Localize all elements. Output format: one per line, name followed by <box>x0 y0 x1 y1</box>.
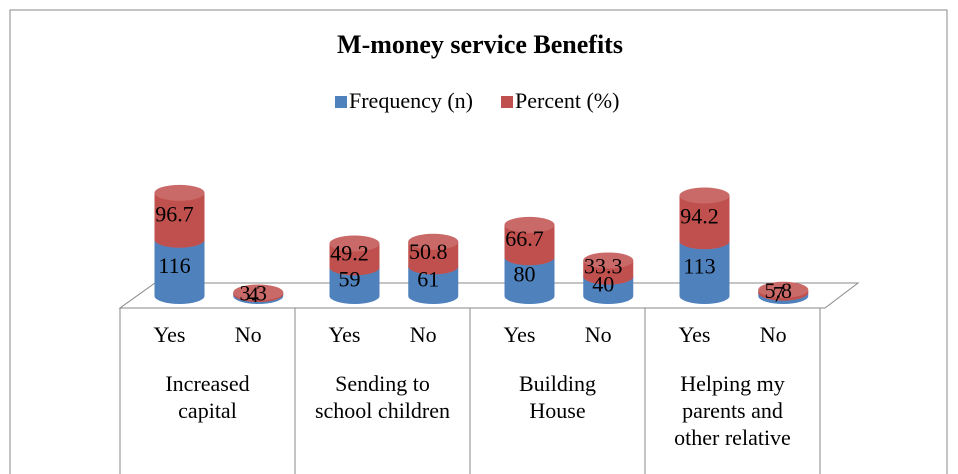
bar-top <box>583 252 634 269</box>
x-tick-label: No <box>410 322 437 347</box>
bar <box>679 195 730 250</box>
x-tick-label: No <box>760 322 787 347</box>
chart-border <box>9 9 948 474</box>
group-label: Helping my parents and other relative <box>674 371 791 450</box>
x-tick-label: Yes <box>503 322 535 347</box>
legend-label: Frequency (n) <box>349 88 473 113</box>
bar <box>679 241 730 304</box>
bar <box>504 257 555 304</box>
value-label: 80 <box>514 262 536 287</box>
bar-top <box>758 281 809 298</box>
bar <box>504 224 555 266</box>
group-label: Sending to school children <box>314 371 451 423</box>
legend-label: Percent (%) <box>515 88 619 113</box>
bar-top <box>329 235 380 252</box>
bar-top <box>233 284 284 301</box>
bar-top <box>504 216 555 233</box>
x-tick-label: Yes <box>678 322 710 347</box>
bar <box>154 239 205 304</box>
value-label: 66.7 <box>505 226 544 251</box>
bar <box>408 266 459 304</box>
value-label: 61 <box>417 266 439 291</box>
value-label: 4 <box>248 282 259 307</box>
group-label: Building House <box>518 371 596 423</box>
x-tick-label: No <box>235 322 262 347</box>
value-label: 96.7 <box>155 201 194 226</box>
value-label: 49.2 <box>330 241 369 266</box>
x-tick-label: Yes <box>153 322 185 347</box>
bar <box>154 192 205 248</box>
value-label: 3.3 <box>240 280 268 305</box>
group-label: Increased capital <box>165 371 250 423</box>
value-label: 59 <box>339 267 361 292</box>
bar-top <box>408 233 459 250</box>
value-label: 5.8 <box>765 278 793 303</box>
floor <box>118 282 860 309</box>
bar <box>329 243 380 276</box>
value-label: 94.2 <box>680 203 719 228</box>
value-label: 113 <box>683 254 715 279</box>
value-label: 116 <box>158 253 190 278</box>
legend-swatch <box>501 96 514 108</box>
legend-swatch <box>335 96 347 108</box>
bar <box>408 241 459 275</box>
chart-title: M-money service Benefits <box>337 30 623 59</box>
bar <box>329 267 380 304</box>
value-label: 40 <box>592 271 614 296</box>
x-tick-label: No <box>585 322 612 347</box>
bar-top <box>679 187 730 204</box>
value-label: 50.8 <box>409 239 448 264</box>
x-tick-label: Yes <box>328 322 360 347</box>
value-label: 33.3 <box>584 254 623 279</box>
value-label: 7 <box>773 281 784 306</box>
bar-top <box>154 184 205 201</box>
